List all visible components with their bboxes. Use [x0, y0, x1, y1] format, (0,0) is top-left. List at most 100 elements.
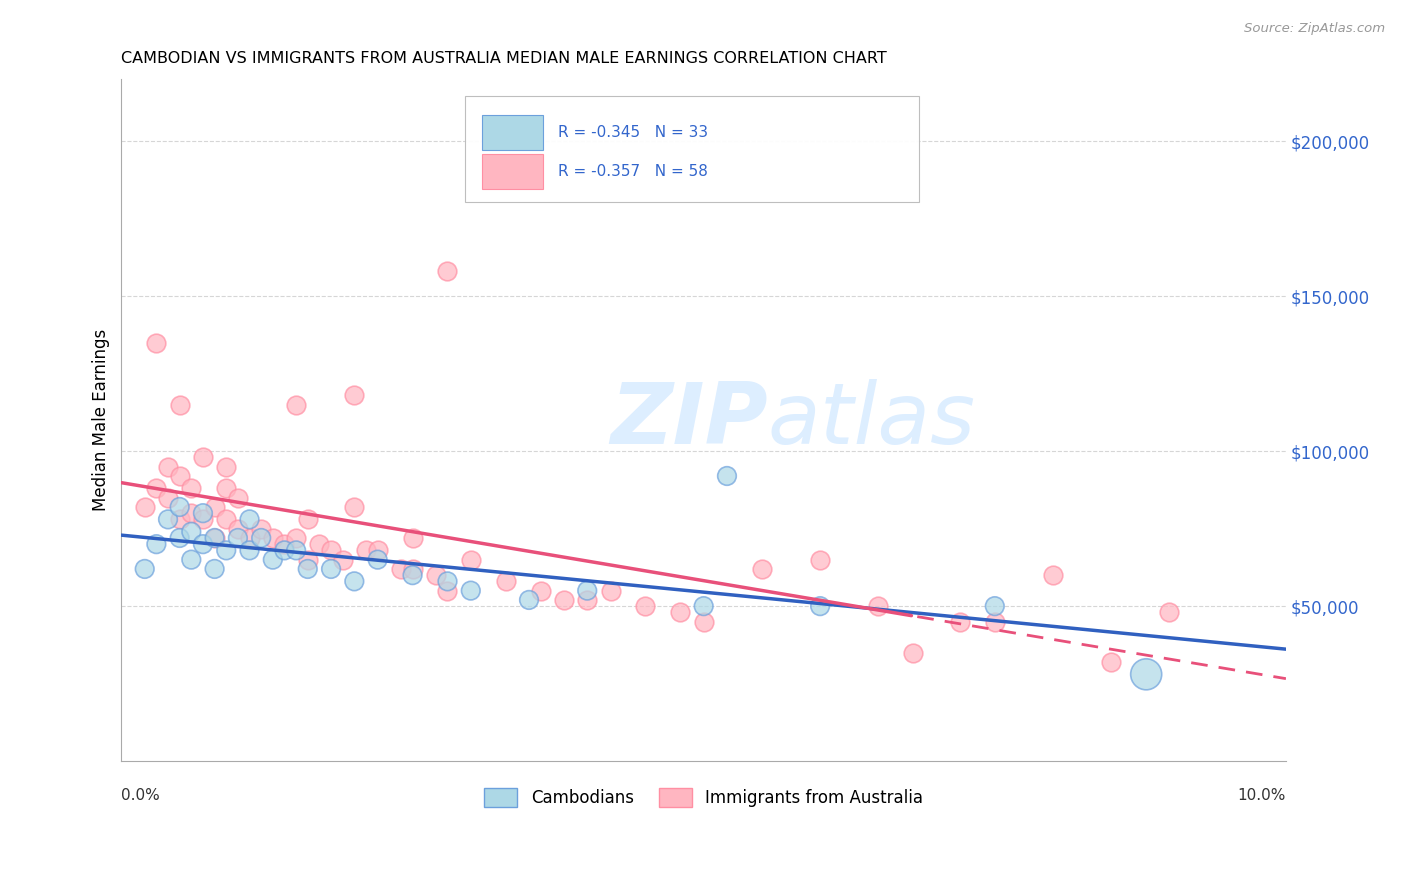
Point	[576, 593, 599, 607]
Point	[716, 469, 738, 483]
Point	[530, 583, 553, 598]
Point	[1159, 605, 1181, 619]
Point	[157, 512, 180, 526]
Point	[436, 574, 458, 589]
Point	[949, 615, 972, 629]
Point	[191, 450, 214, 465]
Text: 0.0%: 0.0%	[121, 789, 160, 804]
Point	[191, 506, 214, 520]
Point	[460, 583, 482, 598]
Legend: Cambodians, Immigrants from Australia: Cambodians, Immigrants from Australia	[478, 781, 929, 814]
FancyBboxPatch shape	[482, 115, 543, 150]
Point	[226, 531, 249, 545]
Point	[134, 562, 156, 576]
Point	[273, 543, 295, 558]
Point	[297, 512, 319, 526]
Point	[226, 491, 249, 505]
Point	[436, 583, 458, 598]
Y-axis label: Median Male Earnings: Median Male Earnings	[93, 329, 110, 511]
Point	[1099, 655, 1122, 669]
Point	[436, 264, 458, 278]
FancyBboxPatch shape	[482, 153, 543, 189]
Text: CAMBODIAN VS IMMIGRANTS FROM AUSTRALIA MEDIAN MALE EARNINGS CORRELATION CHART: CAMBODIAN VS IMMIGRANTS FROM AUSTRALIA M…	[121, 51, 887, 66]
Point	[285, 543, 308, 558]
Text: atlas: atlas	[768, 379, 976, 462]
Text: R = -0.357   N = 58: R = -0.357 N = 58	[558, 164, 709, 179]
Point	[215, 482, 238, 496]
Point	[343, 388, 366, 402]
Point	[297, 562, 319, 576]
Point	[238, 531, 260, 545]
Point	[145, 335, 167, 350]
Point	[903, 646, 925, 660]
Point	[984, 599, 1007, 614]
Point	[354, 543, 377, 558]
Point	[134, 500, 156, 514]
Point	[157, 491, 180, 505]
Point	[692, 599, 714, 614]
Point	[204, 562, 226, 576]
Point	[401, 568, 423, 582]
Point	[180, 482, 202, 496]
Point	[215, 459, 238, 474]
Point	[751, 562, 773, 576]
Text: R = -0.345   N = 33: R = -0.345 N = 33	[558, 125, 709, 140]
Point	[808, 599, 831, 614]
Point	[285, 398, 308, 412]
Point	[553, 593, 575, 607]
Point	[204, 500, 226, 514]
Point	[191, 537, 214, 551]
Point	[319, 562, 342, 576]
Point	[576, 583, 599, 598]
Point	[250, 522, 273, 536]
Point	[273, 537, 295, 551]
Point	[169, 500, 191, 514]
Point	[495, 574, 517, 589]
Point	[215, 512, 238, 526]
Point	[169, 398, 191, 412]
Point	[215, 543, 238, 558]
Point	[401, 531, 423, 545]
Point	[517, 593, 540, 607]
Point	[180, 552, 202, 566]
Point	[1135, 667, 1157, 681]
Point	[343, 500, 366, 514]
Point	[367, 552, 389, 566]
Point	[1042, 568, 1064, 582]
Point	[297, 552, 319, 566]
Text: Source: ZipAtlas.com: Source: ZipAtlas.com	[1244, 22, 1385, 36]
Point	[204, 531, 226, 545]
Point	[669, 605, 692, 619]
Point	[191, 512, 214, 526]
Point	[238, 543, 260, 558]
Point	[262, 531, 284, 545]
Point	[367, 543, 389, 558]
Point	[308, 537, 330, 551]
Point	[238, 512, 260, 526]
Point	[808, 552, 831, 566]
Point	[401, 562, 423, 576]
Point	[204, 531, 226, 545]
Point	[425, 568, 447, 582]
FancyBboxPatch shape	[465, 96, 920, 202]
Point	[250, 531, 273, 545]
Text: ZIP: ZIP	[610, 379, 768, 462]
Point	[180, 524, 202, 539]
Point	[460, 552, 482, 566]
Point	[169, 512, 191, 526]
Point	[285, 531, 308, 545]
Point	[180, 506, 202, 520]
Point	[169, 469, 191, 483]
Point	[262, 552, 284, 566]
Point	[389, 562, 412, 576]
Point	[634, 599, 657, 614]
Point	[169, 531, 191, 545]
Point	[599, 583, 621, 598]
Point	[319, 543, 342, 558]
Point	[332, 552, 354, 566]
Point	[145, 482, 167, 496]
Point	[157, 459, 180, 474]
Point	[343, 574, 366, 589]
Point	[868, 599, 890, 614]
Point	[984, 615, 1007, 629]
